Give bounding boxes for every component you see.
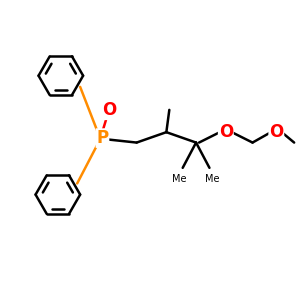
Text: O: O (102, 101, 117, 119)
Text: O: O (219, 123, 233, 141)
Text: O: O (269, 123, 284, 141)
Text: Me: Me (205, 174, 220, 184)
Text: P: P (96, 129, 109, 147)
Text: Me: Me (172, 174, 187, 184)
